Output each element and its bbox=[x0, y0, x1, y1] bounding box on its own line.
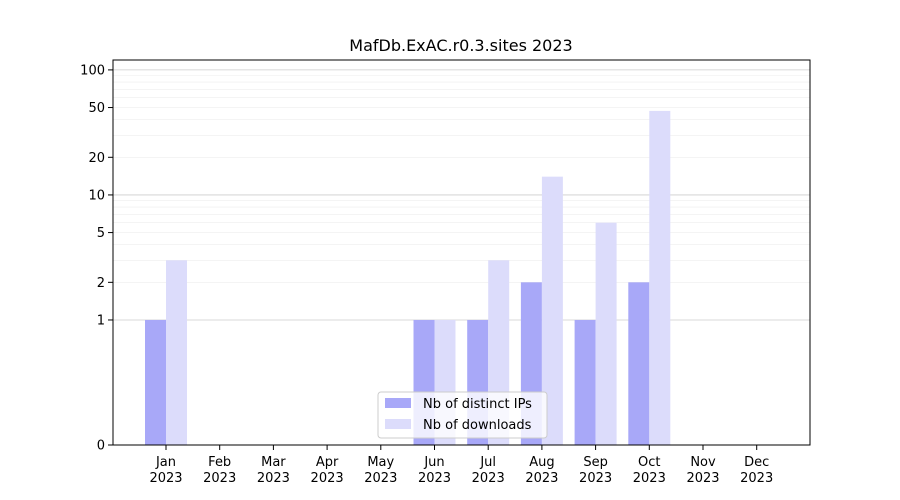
x-axis: Jan2023Feb2023Mar2023Apr2023May2023Jun20… bbox=[149, 445, 773, 486]
legend-box bbox=[377, 391, 548, 439]
x-tick-label-month: Jan bbox=[155, 455, 176, 470]
bar-distinct-ips bbox=[145, 319, 166, 445]
bar-downloads bbox=[649, 110, 671, 445]
x-tick-label-month: Jun bbox=[423, 455, 444, 470]
x-tick-label-month: Apr bbox=[316, 455, 339, 470]
x-tick-label-month: Aug bbox=[529, 455, 554, 470]
x-tick-label-year: 2023 bbox=[203, 471, 236, 486]
x-tick-label-month: Mar bbox=[261, 455, 286, 470]
x-tick-label-year: 2023 bbox=[740, 471, 773, 486]
bar-distinct-ips bbox=[628, 282, 650, 445]
y-tick-label: 20 bbox=[88, 151, 105, 166]
grid-lines bbox=[113, 69, 810, 321]
x-tick-label-year: 2023 bbox=[364, 471, 397, 486]
legend-swatch bbox=[385, 419, 411, 429]
x-tick-label-year: 2023 bbox=[257, 471, 290, 486]
x-tick-label-year: 2023 bbox=[418, 471, 451, 486]
y-tick-label: 10 bbox=[88, 188, 105, 203]
legend-label: Nb of downloads bbox=[423, 418, 532, 433]
chart-title: MafDb.ExAC.r0.3.sites 2023 bbox=[349, 36, 572, 55]
x-tick-label-year: 2023 bbox=[149, 471, 182, 486]
x-tick-label-year: 2023 bbox=[472, 471, 505, 486]
x-tick-label-year: 2023 bbox=[525, 471, 558, 486]
y-tick-label: 1 bbox=[97, 313, 105, 328]
bar-downloads bbox=[541, 176, 563, 445]
legend-label: Nb of distinct IPs bbox=[423, 397, 532, 412]
y-tick-label: 2 bbox=[97, 276, 105, 291]
x-tick-label-year: 2023 bbox=[633, 471, 666, 486]
y-tick-label: 50 bbox=[88, 101, 105, 116]
x-tick-label-month: Jul bbox=[479, 455, 496, 470]
y-tick-label: 0 bbox=[97, 439, 105, 454]
x-tick-label-year: 2023 bbox=[579, 471, 612, 486]
bar-downloads bbox=[595, 222, 617, 445]
bar-distinct-ips bbox=[574, 319, 596, 445]
x-tick-label-month: Nov bbox=[690, 455, 716, 470]
y-tick-label: 5 bbox=[97, 226, 105, 241]
legend: Nb of distinct IPs Nb of downloads bbox=[377, 391, 548, 439]
legend-swatch bbox=[385, 398, 411, 408]
y-tick-label: 100 bbox=[80, 63, 105, 78]
x-tick-label-month: Dec bbox=[744, 455, 769, 470]
x-tick-label-month: Feb bbox=[208, 455, 231, 470]
y-axis: 0 1 2 5 10 20 50 100 bbox=[80, 63, 113, 454]
plot-frame bbox=[112, 59, 811, 446]
x-tick-label-year: 2023 bbox=[686, 471, 719, 486]
x-tick-label-month: Sep bbox=[583, 455, 608, 470]
x-tick-label-month: May bbox=[367, 455, 394, 470]
x-tick-label-year: 2023 bbox=[311, 471, 344, 486]
bar-downloads bbox=[166, 260, 187, 445]
x-tick-label-month: Oct bbox=[638, 455, 660, 470]
